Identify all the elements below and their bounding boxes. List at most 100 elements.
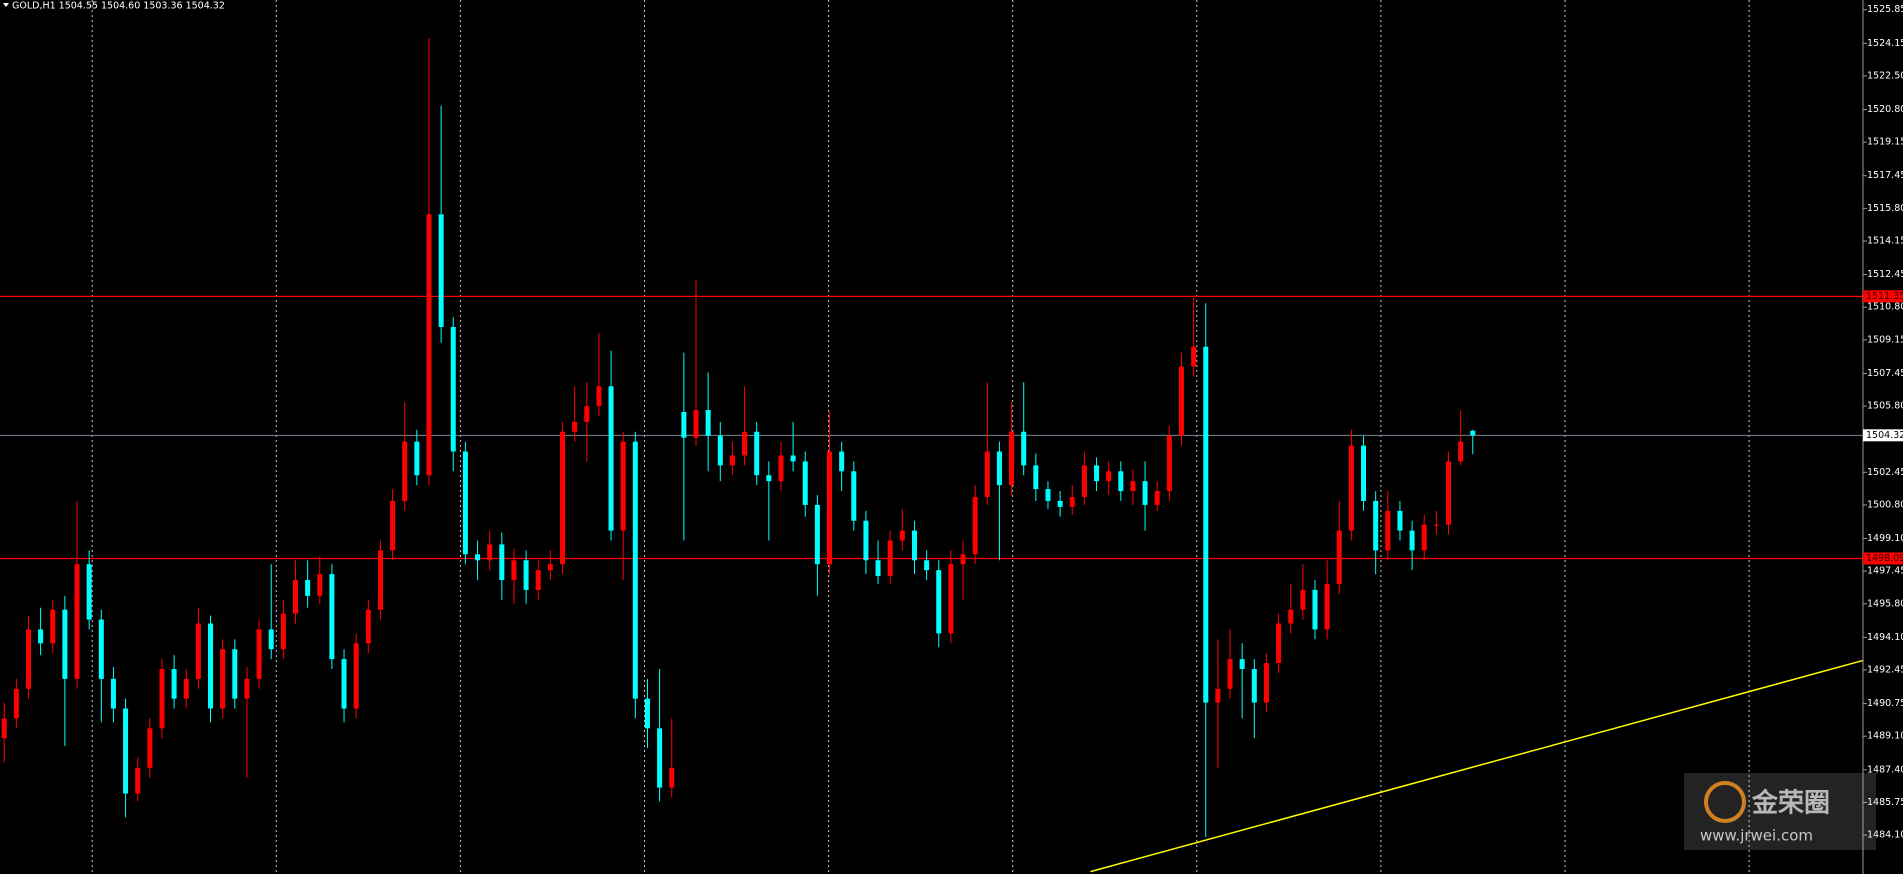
candle-body [426, 214, 432, 476]
candle-body [560, 431, 566, 565]
candle-body [195, 623, 201, 679]
candle-body [280, 613, 286, 650]
candle-body [475, 554, 481, 561]
hline-label: 1511.35 [1866, 291, 1903, 302]
candle-body [839, 451, 845, 472]
candle-body [110, 678, 116, 709]
y-tick-label: 1502.45 [1867, 467, 1903, 478]
candle-body [414, 441, 420, 476]
candle-body [365, 609, 371, 644]
candle-body [681, 411, 687, 438]
candle-body [1336, 530, 1342, 584]
candle-body [511, 560, 517, 581]
candle-body [244, 678, 250, 699]
y-tick-label: 1525.85 [1867, 4, 1903, 15]
candle-body [851, 471, 857, 521]
watermark-name: 金荣圈 [1751, 788, 1830, 819]
candle-body [377, 550, 383, 610]
candle-body [996, 451, 1002, 486]
candle-body [1348, 445, 1354, 531]
candle-body [50, 609, 56, 644]
y-tick-label: 1515.80 [1867, 203, 1903, 214]
candle-body [572, 421, 578, 432]
candle-body [742, 431, 748, 456]
hline-label: 1498.09 [1866, 553, 1903, 564]
candle-body [1021, 431, 1027, 466]
candle-body [960, 554, 966, 565]
y-tick-label: 1499.10 [1867, 533, 1903, 544]
candle-body [1446, 461, 1452, 525]
candle-body [705, 410, 711, 436]
candle-body [1276, 623, 1282, 664]
candle-body [438, 214, 444, 327]
y-tick-label: 1524.15 [1867, 38, 1903, 49]
candle-body [1397, 510, 1403, 531]
hline-label-box [1863, 552, 1903, 565]
candle-body [1227, 659, 1233, 689]
candle-body [1324, 583, 1330, 630]
candle-body [887, 540, 893, 577]
candle-body [292, 580, 298, 614]
y-tick-label: 1495.80 [1867, 598, 1903, 609]
y-tick-label: 1492.45 [1867, 664, 1903, 675]
plot-area [0, 38, 1864, 873]
candle-body [948, 564, 954, 634]
watermark: 金荣圈 www.jrwei.com [1684, 773, 1876, 850]
candle-body [1142, 481, 1148, 505]
candle-body [86, 564, 92, 620]
candle-body [1300, 589, 1306, 610]
candle-body [1470, 430, 1476, 436]
candle-body [147, 728, 153, 768]
y-tick-label: 1507.45 [1867, 368, 1903, 379]
candle-body [827, 451, 833, 565]
y-tick-label: 1490.75 [1867, 698, 1903, 709]
price-label-box [1863, 429, 1903, 442]
candle-body [1385, 510, 1391, 551]
candle-body [644, 698, 650, 729]
y-tick-label: 1484.10 [1867, 830, 1903, 841]
y-tick-label: 1489.10 [1867, 731, 1903, 742]
candle-body [632, 441, 638, 699]
candle-body [159, 668, 165, 729]
candle-body [754, 431, 760, 476]
candle-body [620, 441, 626, 531]
candle-body [1239, 659, 1245, 669]
y-tick-label: 1522.50 [1867, 70, 1903, 81]
candle-body [790, 455, 796, 462]
candle-body [329, 574, 335, 660]
candle-body [1421, 524, 1427, 551]
candle-body [1288, 609, 1294, 624]
candle-body [1263, 663, 1269, 703]
candle-body [256, 629, 262, 679]
candle-body [317, 574, 323, 596]
candle-body [1094, 465, 1100, 482]
candle-body [547, 564, 553, 571]
candle-body [899, 530, 905, 541]
candle-body [232, 649, 238, 699]
candle-body [98, 619, 104, 679]
price-axis: 1525.85 1524.15 1522.50 1520.80 1519.15 1517.… [1863, 4, 1903, 841]
y-tick-label: 1512.45 [1867, 269, 1903, 280]
candle-body [693, 410, 699, 438]
candle-body [353, 643, 359, 709]
candle-body [402, 441, 408, 501]
y-tick-label: 1485.75 [1867, 797, 1903, 808]
candle-body [390, 500, 396, 551]
candle-body [74, 564, 80, 679]
candle-body [1203, 346, 1209, 703]
candle-body [984, 451, 990, 497]
candle-body [1361, 445, 1367, 501]
candle-body [523, 560, 529, 590]
candle-body [1069, 496, 1075, 507]
candle-body [657, 728, 663, 788]
candle-body [936, 570, 942, 634]
candle-body [1251, 668, 1257, 703]
candle-body [123, 708, 129, 794]
candle-body [1409, 530, 1415, 551]
candle-body [13, 688, 19, 719]
candle-body [305, 580, 311, 596]
candle-body [1106, 471, 1112, 482]
candle-body [1057, 500, 1063, 507]
candle-body [729, 455, 735, 466]
